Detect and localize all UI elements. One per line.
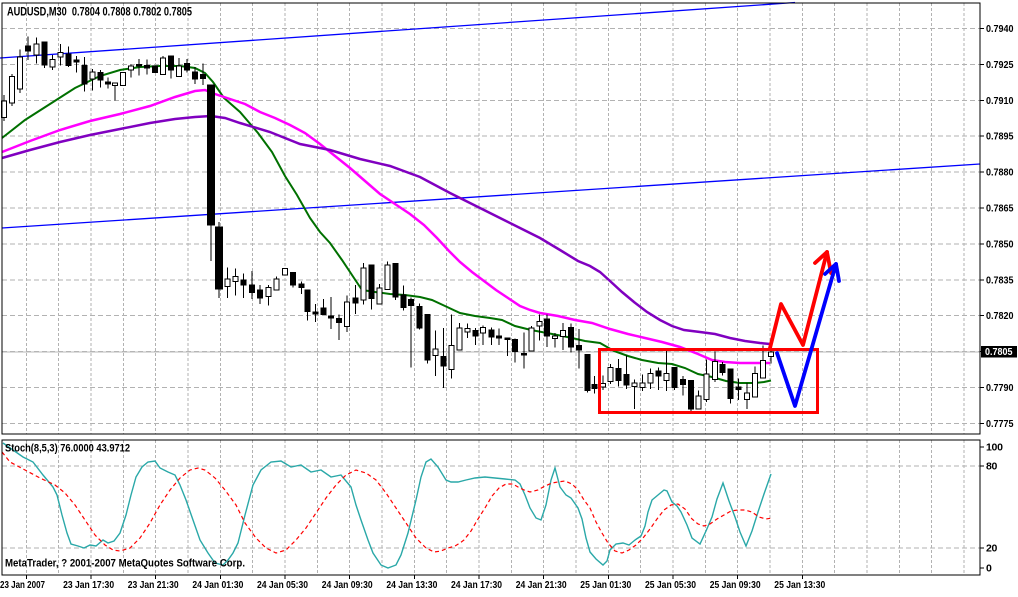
svg-text:MetaTrader, ? 2001-2007 MetaQu: MetaTrader, ? 2001-2007 MetaQuotes Softw… [5,558,245,570]
svg-text:0.7940: 0.7940 [986,23,1014,35]
svg-text:0: 0 [986,563,992,575]
svg-text:0.7835: 0.7835 [986,274,1014,286]
svg-text:Stoch(8,5,3) 76.0000 43.9712: Stoch(8,5,3) 76.0000 43.9712 [5,443,130,455]
svg-text:25 Jan 05:30: 25 Jan 05:30 [645,579,696,591]
svg-text:0.7925: 0.7925 [986,59,1014,71]
svg-text:0.7880: 0.7880 [986,167,1014,179]
svg-text:25 Jan 09:30: 25 Jan 09:30 [710,579,761,591]
svg-text:0.7775: 0.7775 [986,418,1014,430]
svg-text:20: 20 [986,543,998,555]
svg-text:100: 100 [986,442,1003,454]
svg-text:AUDUSD,M30 0.7804 0.7808 0.78: AUDUSD,M30 0.7804 0.7808 0.7802 0.7805 [7,5,192,19]
svg-text:24 Jan 21:30: 24 Jan 21:30 [516,579,567,591]
svg-text:24 Jan 09:30: 24 Jan 09:30 [322,579,373,591]
svg-text:0.7865: 0.7865 [986,203,1014,215]
svg-text:23 Jan 17:30: 23 Jan 17:30 [63,579,114,591]
svg-text:23 Jan 2007: 23 Jan 2007 [0,579,45,591]
svg-text:0.7895: 0.7895 [986,131,1014,143]
svg-text:0.7910: 0.7910 [986,95,1014,107]
svg-text:0.7805: 0.7805 [985,346,1013,358]
svg-text:0.7820: 0.7820 [986,310,1014,322]
svg-text:0.7790: 0.7790 [986,382,1014,394]
svg-text:0.7850: 0.7850 [986,238,1014,250]
svg-text:23 Jan 21:30: 23 Jan 21:30 [128,579,179,591]
svg-text:24 Jan 05:30: 24 Jan 05:30 [257,579,308,591]
svg-text:24 Jan 01:30: 24 Jan 01:30 [192,579,243,591]
svg-text:24 Jan 13:30: 24 Jan 13:30 [386,579,437,591]
svg-text:80: 80 [986,461,998,473]
svg-text:24 Jan 17:30: 24 Jan 17:30 [451,579,502,591]
svg-text:25 Jan 13:30: 25 Jan 13:30 [774,579,825,591]
svg-text:25 Jan 01:30: 25 Jan 01:30 [580,579,631,591]
